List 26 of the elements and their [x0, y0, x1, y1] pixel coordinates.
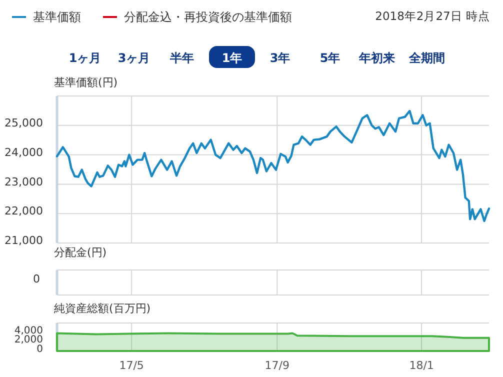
text: 5年 [320, 51, 340, 65]
x-tick-label: 17/5 [119, 358, 144, 372]
text: 分配金(円) [54, 246, 107, 259]
y-tick-label: 4,000 [14, 325, 43, 336]
y-axis-title: 純資産総額(百万円) [54, 302, 151, 315]
x-tick-label: 18/1 [409, 358, 434, 372]
text: 2018年2月27日 時点 [375, 9, 490, 23]
y-tick-label: 21,000 [4, 234, 43, 248]
text: 1年 [222, 51, 242, 65]
text: 全期間 [408, 51, 445, 65]
y-tick-label: 25,000 [4, 116, 43, 130]
y-tick-label: 24,000 [4, 146, 43, 159]
text: 1ヶ月 [68, 51, 102, 65]
line-series [56, 110, 490, 222]
text: 3ヶ月 [118, 51, 150, 65]
y-tick-label: 0 [36, 344, 43, 355]
text: 半年 [169, 51, 194, 65]
y-axis-title: 基準価額(円) [54, 76, 118, 89]
y-tick-label: 23,000 [4, 175, 43, 188]
text: 年初来 [358, 51, 395, 65]
y-tick-label: 2,000 [14, 334, 43, 346]
x-tick-label: 17/9 [264, 358, 290, 372]
legend-label: 基準価額 [33, 10, 81, 24]
legend-label: 分配金込・再投資後の基準価額 [124, 10, 292, 24]
text: 3年 [270, 51, 290, 65]
y-tick-label: 22,000 [4, 204, 43, 218]
